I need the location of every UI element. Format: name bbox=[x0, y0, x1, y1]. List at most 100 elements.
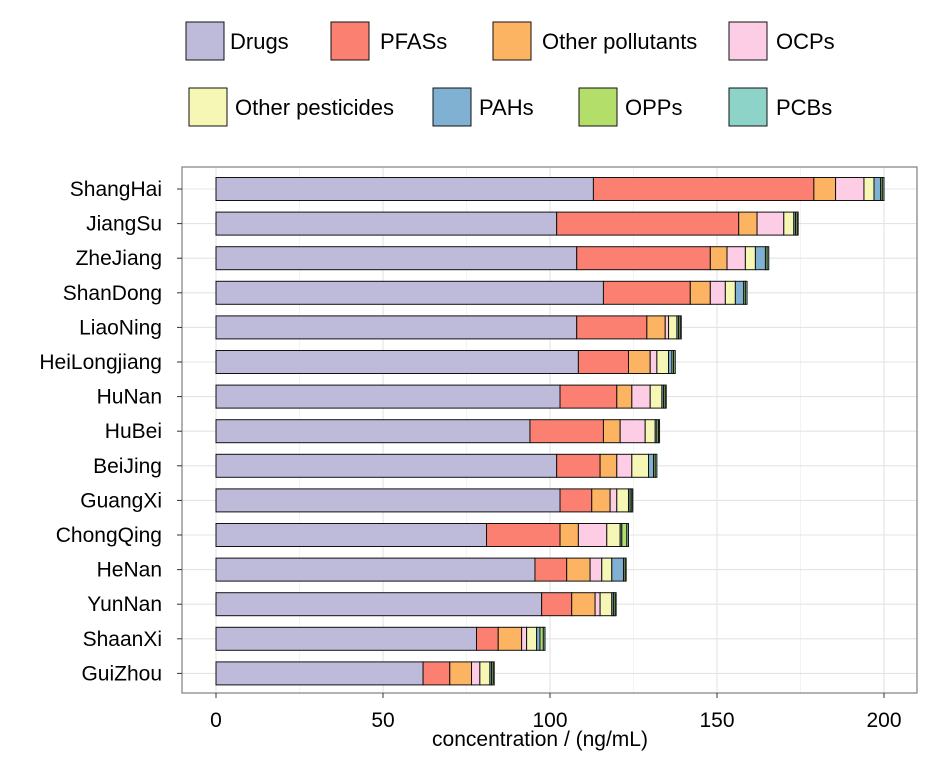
bar-pfass-hubei bbox=[529, 419, 604, 444]
bar-ocps-zhejiang bbox=[726, 246, 746, 271]
bar-pcbs-shandong bbox=[744, 280, 748, 305]
bar-pcbs-shanghai bbox=[881, 177, 885, 201]
bar-drugs-shanghai bbox=[215, 177, 594, 201]
legend-swatch-pcbs bbox=[728, 87, 768, 127]
bar-pcbs-henan bbox=[624, 557, 627, 582]
bar-ocps-jiangsu bbox=[756, 211, 785, 236]
category-label: HuNan bbox=[97, 386, 162, 409]
bar-opps-chongqing bbox=[621, 523, 628, 547]
bar-pahs-zhejiang bbox=[754, 246, 766, 271]
bar-other-pollutants-guangxi bbox=[591, 488, 611, 513]
legend-item-other-pollutants: Other pollutants bbox=[492, 21, 697, 61]
bar-pcbs-shaanxi bbox=[542, 626, 546, 651]
bar-pahs-henan bbox=[611, 557, 624, 582]
bar-other-pesticides-chongqing bbox=[606, 523, 621, 547]
bar-pcbs-chongqing bbox=[626, 523, 629, 547]
legend-label-drugs: Drugs bbox=[230, 29, 289, 54]
bar-other-pesticides-shandong bbox=[724, 280, 736, 305]
bar-drugs-hubei bbox=[215, 419, 531, 444]
legend-swatch-drugs bbox=[185, 21, 225, 61]
x-tick-label: 50 bbox=[371, 709, 394, 732]
bar-drugs-henan bbox=[215, 557, 536, 582]
bar-pfass-chongqing bbox=[486, 523, 561, 547]
category-label: GuiZhou bbox=[81, 662, 162, 685]
bar-other-pollutants-heilongjiang bbox=[627, 350, 651, 374]
bar-other-pesticides-liaoning bbox=[668, 315, 678, 340]
bar-drugs-beijing bbox=[215, 453, 558, 478]
category-label: HuBei bbox=[105, 420, 162, 443]
bar-other-pesticides-heilongjiang bbox=[656, 350, 670, 374]
bar-pcbs-yunnan bbox=[614, 592, 617, 617]
x-tick-label: 100 bbox=[532, 709, 567, 732]
legend-label-pahs: PAHs bbox=[479, 95, 534, 120]
bar-pcbs-zhejiang bbox=[766, 246, 770, 271]
bar-other-pollutants-hubei bbox=[602, 419, 621, 444]
bar-ocps-beijing bbox=[616, 453, 633, 478]
bar-other-pollutants-jiangsu bbox=[738, 211, 758, 236]
bar-ocps-yunnan bbox=[594, 592, 601, 617]
legend-swatch-pfass bbox=[330, 21, 370, 61]
bar-opps-shaanxi bbox=[539, 626, 544, 651]
bar-other-pollutants-hunan bbox=[616, 384, 633, 409]
bar-pahs-heilongjiang bbox=[668, 350, 673, 374]
category-label: ZheJiang bbox=[76, 247, 162, 270]
bar-pfass-hunan bbox=[559, 384, 618, 409]
category-label: JiangSu bbox=[86, 213, 162, 236]
bar-ocps-chongqing bbox=[577, 523, 608, 547]
bar-pfass-henan bbox=[534, 557, 568, 582]
bar-pcbs-hunan bbox=[664, 384, 667, 409]
legend-swatch-other-pollutants bbox=[492, 21, 532, 61]
bar-ocps-guangxi bbox=[609, 488, 618, 513]
bar-other-pesticides-guizhou bbox=[479, 661, 491, 686]
legend-label-other-pesticides: Other pesticides bbox=[235, 95, 394, 120]
bar-drugs-guizhou bbox=[215, 661, 424, 686]
bar-pfass-guizhou bbox=[422, 661, 451, 686]
category-label: ShaanXi bbox=[83, 628, 162, 651]
legend-label-ocps: OCPs bbox=[776, 29, 835, 54]
plot-area: ShangHai JiangSu ZheJiang ShanDong LiaoNing H… bbox=[39, 166, 918, 732]
legend-item-pfass: PFASs bbox=[330, 21, 447, 61]
bar-pahs-shaanxi bbox=[536, 626, 541, 651]
bar-other-pesticides-shaanxi bbox=[526, 626, 538, 651]
bar-other-pesticides-guangxi bbox=[616, 488, 629, 513]
bar-pfass-shaanxi bbox=[476, 626, 499, 651]
bar-ocps-shaanxi bbox=[521, 626, 528, 651]
legend-label-opps: OPPs bbox=[625, 95, 682, 120]
bars bbox=[215, 177, 885, 686]
bar-pfass-heilongjiang bbox=[577, 350, 629, 374]
legend-swatch-other-pesticides bbox=[188, 87, 228, 127]
bar-ocps-hunan bbox=[631, 384, 651, 409]
bar-pfass-yunnan bbox=[541, 592, 573, 617]
bar-drugs-chongqing bbox=[215, 523, 488, 547]
bar-ocps-hubei bbox=[619, 419, 646, 444]
bar-other-pollutants-shandong bbox=[689, 280, 711, 305]
bar-pcbs-liaoning bbox=[679, 315, 682, 340]
legend-item-other-pesticides: Other pesticides bbox=[188, 87, 394, 127]
bar-other-pesticides-jiangsu bbox=[783, 211, 795, 236]
category-label: ShangHai bbox=[70, 178, 162, 201]
bar-other-pesticides-hunan bbox=[649, 384, 663, 409]
bar-other-pesticides-hubei bbox=[644, 419, 656, 444]
bar-ocps-shandong bbox=[709, 280, 726, 305]
bar-pcbs-guangxi bbox=[631, 488, 634, 513]
bar-drugs-zhejiang bbox=[215, 246, 578, 271]
legend-item-pahs: PAHs bbox=[432, 87, 534, 127]
bar-pfass-beijing bbox=[556, 453, 601, 478]
category-label: LiaoNing bbox=[79, 316, 162, 339]
category-label: BeiJing bbox=[93, 455, 162, 478]
legend-swatch-pahs bbox=[432, 87, 472, 127]
bar-pahs-shanghai bbox=[873, 177, 882, 201]
legend-label-other-pollutants: Other pollutants bbox=[542, 29, 697, 54]
bar-other-pesticides-henan bbox=[601, 557, 613, 582]
bar-drugs-jiangsu bbox=[215, 211, 558, 236]
bar-drugs-guangxi bbox=[215, 488, 561, 513]
legend-item-pcbs: PCBs bbox=[728, 87, 832, 127]
bar-other-pollutants-chongqing bbox=[559, 523, 579, 547]
bar-drugs-heilongjiang bbox=[215, 350, 579, 374]
bar-other-pollutants-shaanxi bbox=[497, 626, 523, 651]
x-axis-title: concentration / (ng/mL) bbox=[432, 728, 648, 751]
category-label: HeiLongjiang bbox=[39, 351, 162, 374]
bar-other-pesticides-yunnan bbox=[599, 592, 613, 617]
legend-swatch-ocps bbox=[728, 21, 768, 61]
